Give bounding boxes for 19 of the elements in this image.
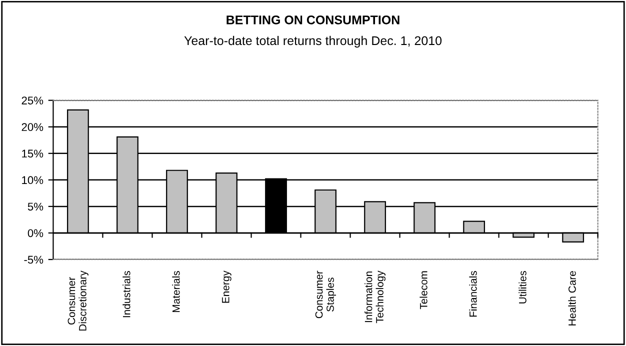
x-tick-label: Health Care: [568, 271, 576, 326]
chart-title: BETTING ON CONSUMPTION: [226, 15, 400, 24]
y-tick-label: 0%: [28, 229, 44, 238]
y-tick-label: 20%: [22, 123, 44, 131]
x-tick-label: Materials: [172, 270, 180, 312]
y-tick-label: 5%: [28, 202, 44, 211]
x-tick-label: Industrials: [122, 270, 130, 318]
x-tick-label: Information Technology: [364, 270, 386, 324]
chart-subtitle: Year-to-date total returns through Dec. 1, 2010: [184, 36, 442, 48]
y-tick-label: 10%: [22, 176, 44, 184]
y-tick-label: -5%: [24, 256, 44, 264]
x-tick-label: Telecom: [420, 271, 428, 310]
x-tick-label: Utilities: [518, 270, 526, 304]
y-tick-label: 25%: [22, 96, 44, 104]
x-tick-label: Energy: [222, 270, 232, 303]
x-tick-label: Financials: [469, 270, 477, 317]
x-tick-label: Consumer Staples: [315, 270, 336, 318]
x-tick-label: Consumer Discretionary: [68, 270, 88, 331]
y-tick-label: 15%: [22, 150, 44, 158]
